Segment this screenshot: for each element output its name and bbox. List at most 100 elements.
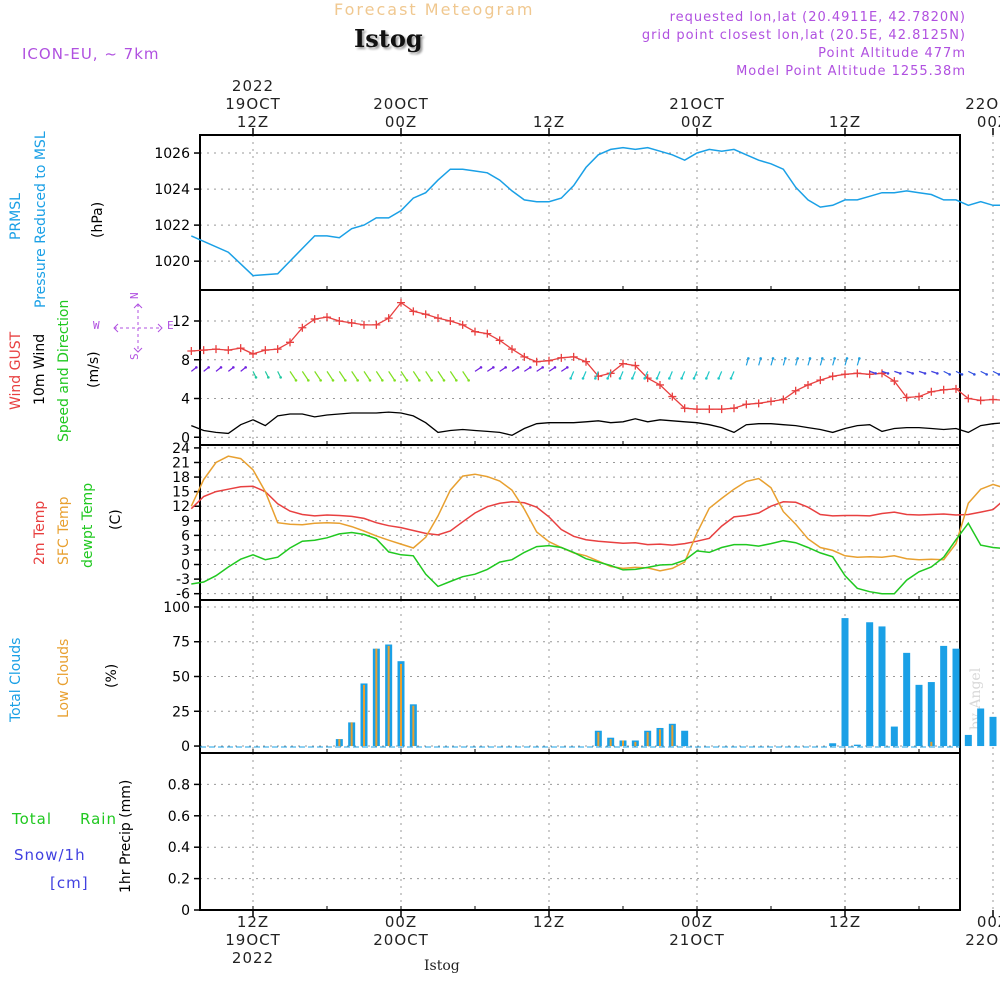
- compass-e: E: [167, 319, 174, 332]
- gust-marker: [656, 380, 664, 389]
- gust-marker: [249, 349, 257, 358]
- wind-arrow-head: [244, 366, 247, 369]
- gust-marker: [976, 396, 985, 405]
- gust-marker: [335, 317, 344, 325]
- gust-marker: [841, 370, 849, 379]
- y-tick-label: 1024: [154, 182, 190, 198]
- gust-marker: [187, 347, 196, 356]
- y-tick-label: -6: [176, 587, 190, 603]
- wind-arrow-head: [747, 357, 750, 360]
- low-cloud-bar: [634, 741, 637, 747]
- gust-marker: [434, 314, 442, 323]
- wind-arrow: [388, 371, 396, 381]
- gust-marker: [915, 392, 923, 401]
- gust-marker: [397, 298, 405, 307]
- y-tick-label: 1020: [154, 254, 190, 270]
- p5-label-cm: [cm]: [50, 874, 89, 892]
- bottom-time-line1: 12Z: [532, 913, 566, 931]
- gust-marker: [742, 400, 751, 409]
- wind-arrow-head: [899, 372, 902, 375]
- y-tick-label: 25: [172, 704, 190, 720]
- top-time-line2: 20OCT: [373, 95, 429, 113]
- gust-marker: [989, 395, 997, 404]
- gust-marker: [693, 405, 701, 414]
- top-time-line3: 00Z: [384, 113, 418, 131]
- wind-arrow-head: [467, 379, 470, 382]
- wind-arrow-head: [973, 373, 976, 376]
- total-cloud-bar: [903, 652, 911, 747]
- total-cloud-bar: [829, 743, 837, 747]
- wind-arrow-head: [504, 366, 507, 369]
- wind-arrow: [462, 371, 470, 381]
- wind-arrow-head: [368, 379, 372, 382]
- gust-marker: [853, 369, 862, 378]
- wind-arrow-head: [821, 357, 824, 360]
- model-label: ICON-EU, ~ 7km: [22, 45, 160, 63]
- low-cloud-bar: [646, 732, 649, 747]
- wind-arrow-head: [455, 379, 458, 382]
- y-tick-label: 12: [172, 499, 190, 515]
- y-tick-label: 1022: [154, 218, 190, 234]
- wind-arrow: [400, 371, 408, 381]
- total-cloud-bar: [989, 716, 997, 747]
- wind-arrow-head: [771, 357, 775, 360]
- station-title: Istog: [354, 24, 423, 53]
- wind-arrow-head: [923, 372, 927, 375]
- low-cloud-bar: [400, 663, 402, 747]
- low-cloud-bar: [622, 740, 624, 747]
- low-cloud-bar: [609, 739, 612, 747]
- total-cloud-bar: [853, 744, 861, 747]
- top-time-line3: 12Z: [532, 113, 566, 131]
- wind-arrow-head: [294, 379, 298, 382]
- y-tick-label: -3: [176, 572, 190, 588]
- gust-marker: [804, 380, 812, 389]
- bottom-time-line2: 19OCT: [225, 931, 281, 949]
- y-tick-label: 0: [181, 558, 190, 574]
- wind-arrow-head: [344, 379, 347, 382]
- gust-marker: [545, 356, 553, 365]
- low-cloud-bar: [671, 725, 674, 747]
- dewpt-line: [191, 521, 1000, 595]
- y-tick-label: 18: [172, 470, 190, 486]
- wind-arrow-head: [232, 366, 235, 369]
- gust-marker: [767, 397, 775, 406]
- wind-arrow-head: [784, 357, 787, 360]
- y-tick-label: 0: [181, 903, 190, 919]
- model-altitude: Model Point Altitude 1255.38m: [736, 64, 966, 79]
- p5-label-total: Total: [12, 810, 53, 828]
- bottom-time-line1: 00Z: [384, 913, 418, 931]
- wind-arrow: [437, 371, 445, 381]
- wind-arrow-head: [796, 357, 799, 360]
- bottom-time-line2: 22OCT: [965, 931, 1000, 949]
- wind-arrow-head: [307, 379, 310, 382]
- gust-marker: [372, 320, 381, 329]
- bottom-time-line1: 00Z: [976, 913, 1000, 931]
- wind-arrow-head: [692, 377, 696, 380]
- wind-arrow-head: [219, 366, 223, 369]
- gust-marker: [557, 353, 566, 362]
- wind-arrow-head: [254, 376, 258, 379]
- wind-arrow-head: [569, 377, 572, 380]
- requested-coords: requested lon,lat (20.4911E, 42.7820N): [669, 10, 966, 25]
- wind-arrow-head: [606, 377, 609, 380]
- gust-marker: [964, 394, 973, 403]
- wind-arrow-head: [581, 377, 585, 380]
- wind-arrow-head: [418, 379, 421, 382]
- gust-marker: [717, 405, 726, 414]
- y-tick-label: 6: [181, 528, 190, 544]
- gust-marker: [495, 336, 504, 345]
- bottom-time-line2: 20OCT: [373, 931, 429, 949]
- y-tick-label: 12: [172, 314, 190, 330]
- gust-marker: [705, 405, 714, 414]
- total-cloud-bar: [940, 645, 948, 747]
- bottom-time-line2: 21OCT: [669, 931, 725, 949]
- gust-marker: [631, 361, 640, 370]
- pressure-line: [190, 146, 1000, 277]
- p5-label-rain: Rain: [80, 810, 117, 828]
- low-cloud-bar: [659, 729, 661, 747]
- gust-marker: [298, 323, 307, 332]
- gust-marker: [520, 352, 529, 361]
- gust-marker: [199, 346, 208, 355]
- wind-arrow: [449, 371, 457, 381]
